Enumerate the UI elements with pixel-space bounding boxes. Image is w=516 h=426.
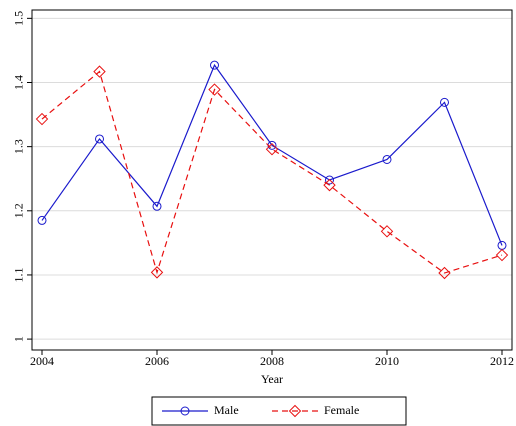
- y-tick-label: 1.2: [12, 203, 26, 218]
- x-tick-label: 2006: [145, 354, 169, 368]
- x-tick-label: 2012: [490, 354, 514, 368]
- legend-label: Male: [214, 403, 239, 417]
- marker: [180, 406, 190, 416]
- legend-label: Female: [324, 403, 359, 417]
- plot-frame: [31, 9, 513, 351]
- marker: [438, 266, 451, 280]
- y-tick-label: 1.5: [12, 11, 26, 26]
- series-line: [41, 63, 503, 246]
- marker: [439, 97, 449, 107]
- marker: [380, 225, 394, 238]
- marker: [324, 175, 334, 185]
- series-line: [41, 70, 503, 275]
- x-tick-label: 2004: [30, 354, 54, 368]
- marker: [208, 83, 221, 96]
- marker: [210, 60, 220, 70]
- marker: [382, 154, 392, 164]
- x-tick-label: 2010: [375, 354, 399, 368]
- y-tick-label: 1: [12, 336, 26, 342]
- legend: Male Female: [151, 396, 407, 426]
- marker: [495, 248, 509, 262]
- x-tick-label: 2008: [260, 354, 284, 368]
- x-axis-label: Year: [261, 372, 283, 386]
- marker: [288, 404, 302, 418]
- y-tick-label: 1.1: [12, 267, 26, 282]
- marker: [152, 201, 162, 211]
- y-tick-label: 1.4: [12, 75, 26, 90]
- marker: [95, 134, 105, 144]
- marker: [37, 215, 47, 225]
- marker: [323, 178, 336, 192]
- marker: [150, 266, 164, 279]
- marker: [35, 112, 49, 126]
- y-tick-label: 1.3: [12, 139, 26, 154]
- marker: [93, 65, 106, 78]
- marker: [265, 143, 279, 156]
